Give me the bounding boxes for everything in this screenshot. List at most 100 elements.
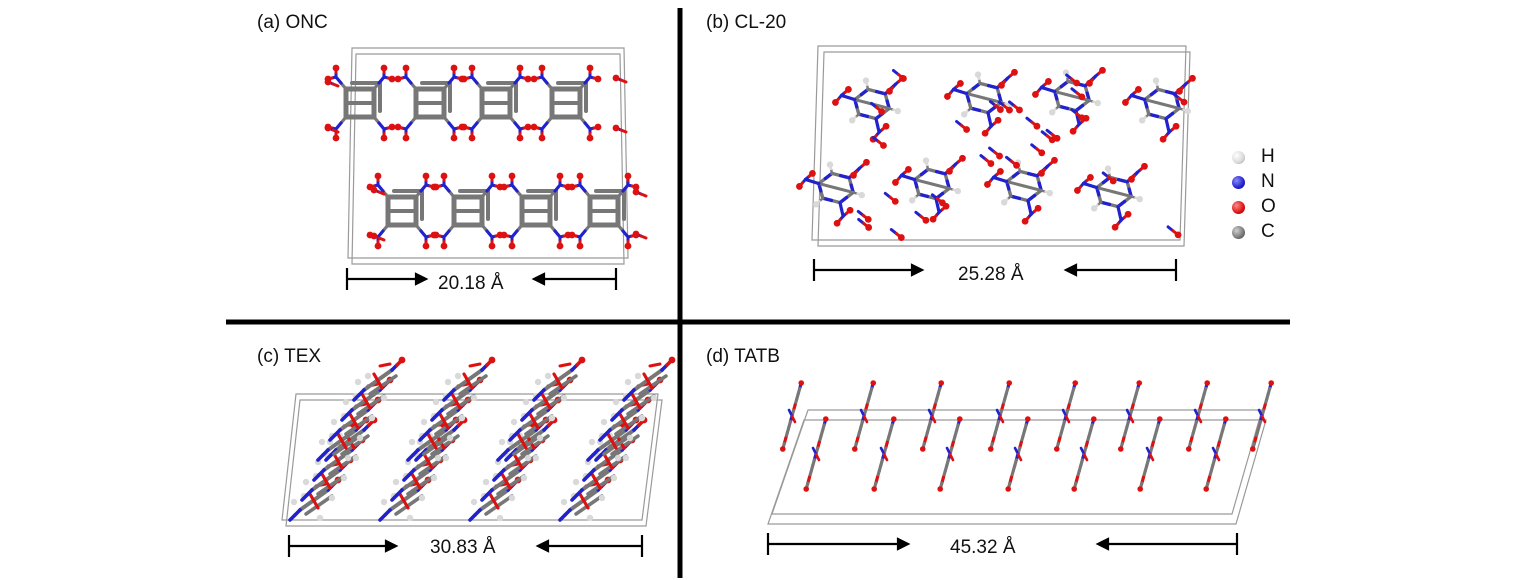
panel-d-dimension: 45.32 Å [946, 537, 1020, 559]
bond [620, 398, 638, 412]
bond [506, 438, 524, 452]
hydrogen-atom [1048, 109, 1056, 116]
oxygen-atom [440, 242, 448, 250]
bond [544, 399, 552, 410]
hydrogen-atom [626, 434, 634, 442]
bond [348, 428, 366, 442]
oxygen-atom [524, 75, 532, 83]
legend-item-nitrogen: N [1232, 171, 1292, 195]
bond [331, 82, 340, 88]
bond [965, 92, 986, 100]
hydrogen-atom [356, 434, 364, 442]
bond [504, 453, 513, 462]
oxygen-atom [996, 152, 1003, 160]
oxygen-atom [1069, 127, 1077, 135]
hydrogen-atom [352, 454, 360, 462]
bond [586, 453, 595, 462]
bond [324, 468, 342, 482]
bond [634, 388, 652, 402]
oxygen-atom [1128, 175, 1135, 183]
bond [606, 448, 624, 462]
cl20-unit-cell [811, 45, 1191, 247]
oxygen-atom [897, 234, 905, 241]
oxygen-atom [997, 106, 1004, 113]
panel-c-dimension: 30.83 Å [426, 537, 500, 559]
onc-unit-cell [347, 47, 629, 265]
bond [622, 419, 630, 430]
bond [610, 428, 628, 442]
oxygen-atom [578, 356, 586, 364]
hydrogen-atom [624, 378, 632, 386]
oxygen-atom [332, 64, 340, 72]
oxygen-atom [668, 356, 676, 364]
hydrogen-atom [1138, 117, 1146, 124]
oxygen-atom [922, 216, 930, 224]
dimension-arrows [287, 259, 1239, 557]
arrowhead [531, 272, 546, 286]
bond [312, 499, 320, 510]
oxygen-atom [568, 231, 576, 239]
oxygen-atom [1086, 79, 1093, 87]
bond [490, 478, 508, 492]
hydrogen-atom [572, 478, 580, 486]
legend-label-oxygen: O [1261, 196, 1276, 217]
bond [362, 378, 380, 392]
bond [496, 453, 505, 462]
hydrogen-atom [1184, 107, 1191, 115]
oxygen-atom [871, 486, 877, 492]
bond [412, 458, 430, 472]
bond [376, 368, 394, 382]
hydrogen-atom [430, 474, 438, 482]
oxygen-atom [380, 64, 388, 72]
hydrogen-atom [408, 438, 416, 446]
oxygen-atom [612, 124, 620, 132]
oxygen-atom [1078, 93, 1086, 101]
hydrogen-atom [420, 418, 428, 426]
bond [400, 478, 418, 492]
hydrogen-atom [482, 478, 490, 486]
oxygen-atom [370, 186, 378, 194]
hydrogen-atom [548, 414, 556, 422]
bond [817, 182, 838, 190]
bond [438, 428, 456, 442]
oxygen-atom [1135, 86, 1142, 93]
bond [416, 438, 434, 452]
bond [324, 453, 333, 462]
oxygen-atom [508, 242, 516, 250]
oxygen-atom [798, 380, 805, 386]
bond [634, 399, 642, 410]
bond [930, 414, 937, 424]
bond [350, 398, 368, 412]
bond [532, 393, 541, 402]
oxygen-atom [1025, 416, 1031, 422]
bond [1196, 414, 1203, 424]
legend-item-hydrogen: H [1232, 146, 1292, 170]
bond [300, 493, 309, 502]
bond [790, 414, 797, 424]
bond [520, 428, 538, 442]
oxygen-atom [538, 64, 546, 72]
oxygen-atom [1038, 149, 1046, 157]
bond [594, 453, 603, 462]
bond [1214, 452, 1221, 462]
hydrogen-atom [586, 514, 594, 522]
bond [378, 513, 387, 522]
bond [582, 473, 591, 482]
oxygen-atom [374, 172, 382, 180]
bond [390, 493, 399, 502]
bond [596, 438, 614, 452]
oxygen-atom [332, 134, 340, 142]
bond [1022, 184, 1043, 192]
bond [340, 413, 349, 422]
hydrogen-atom [434, 454, 442, 462]
panel-c-title: (c) TEX [257, 346, 322, 367]
bond [414, 479, 422, 490]
oxygen-atom [997, 168, 1004, 175]
oxygen-atom [1006, 106, 1013, 114]
hydrogen-atom [316, 514, 324, 522]
hydrogen-atom [610, 474, 618, 482]
bond [383, 362, 392, 367]
oxygen-atom [957, 80, 964, 87]
bond [440, 398, 458, 412]
